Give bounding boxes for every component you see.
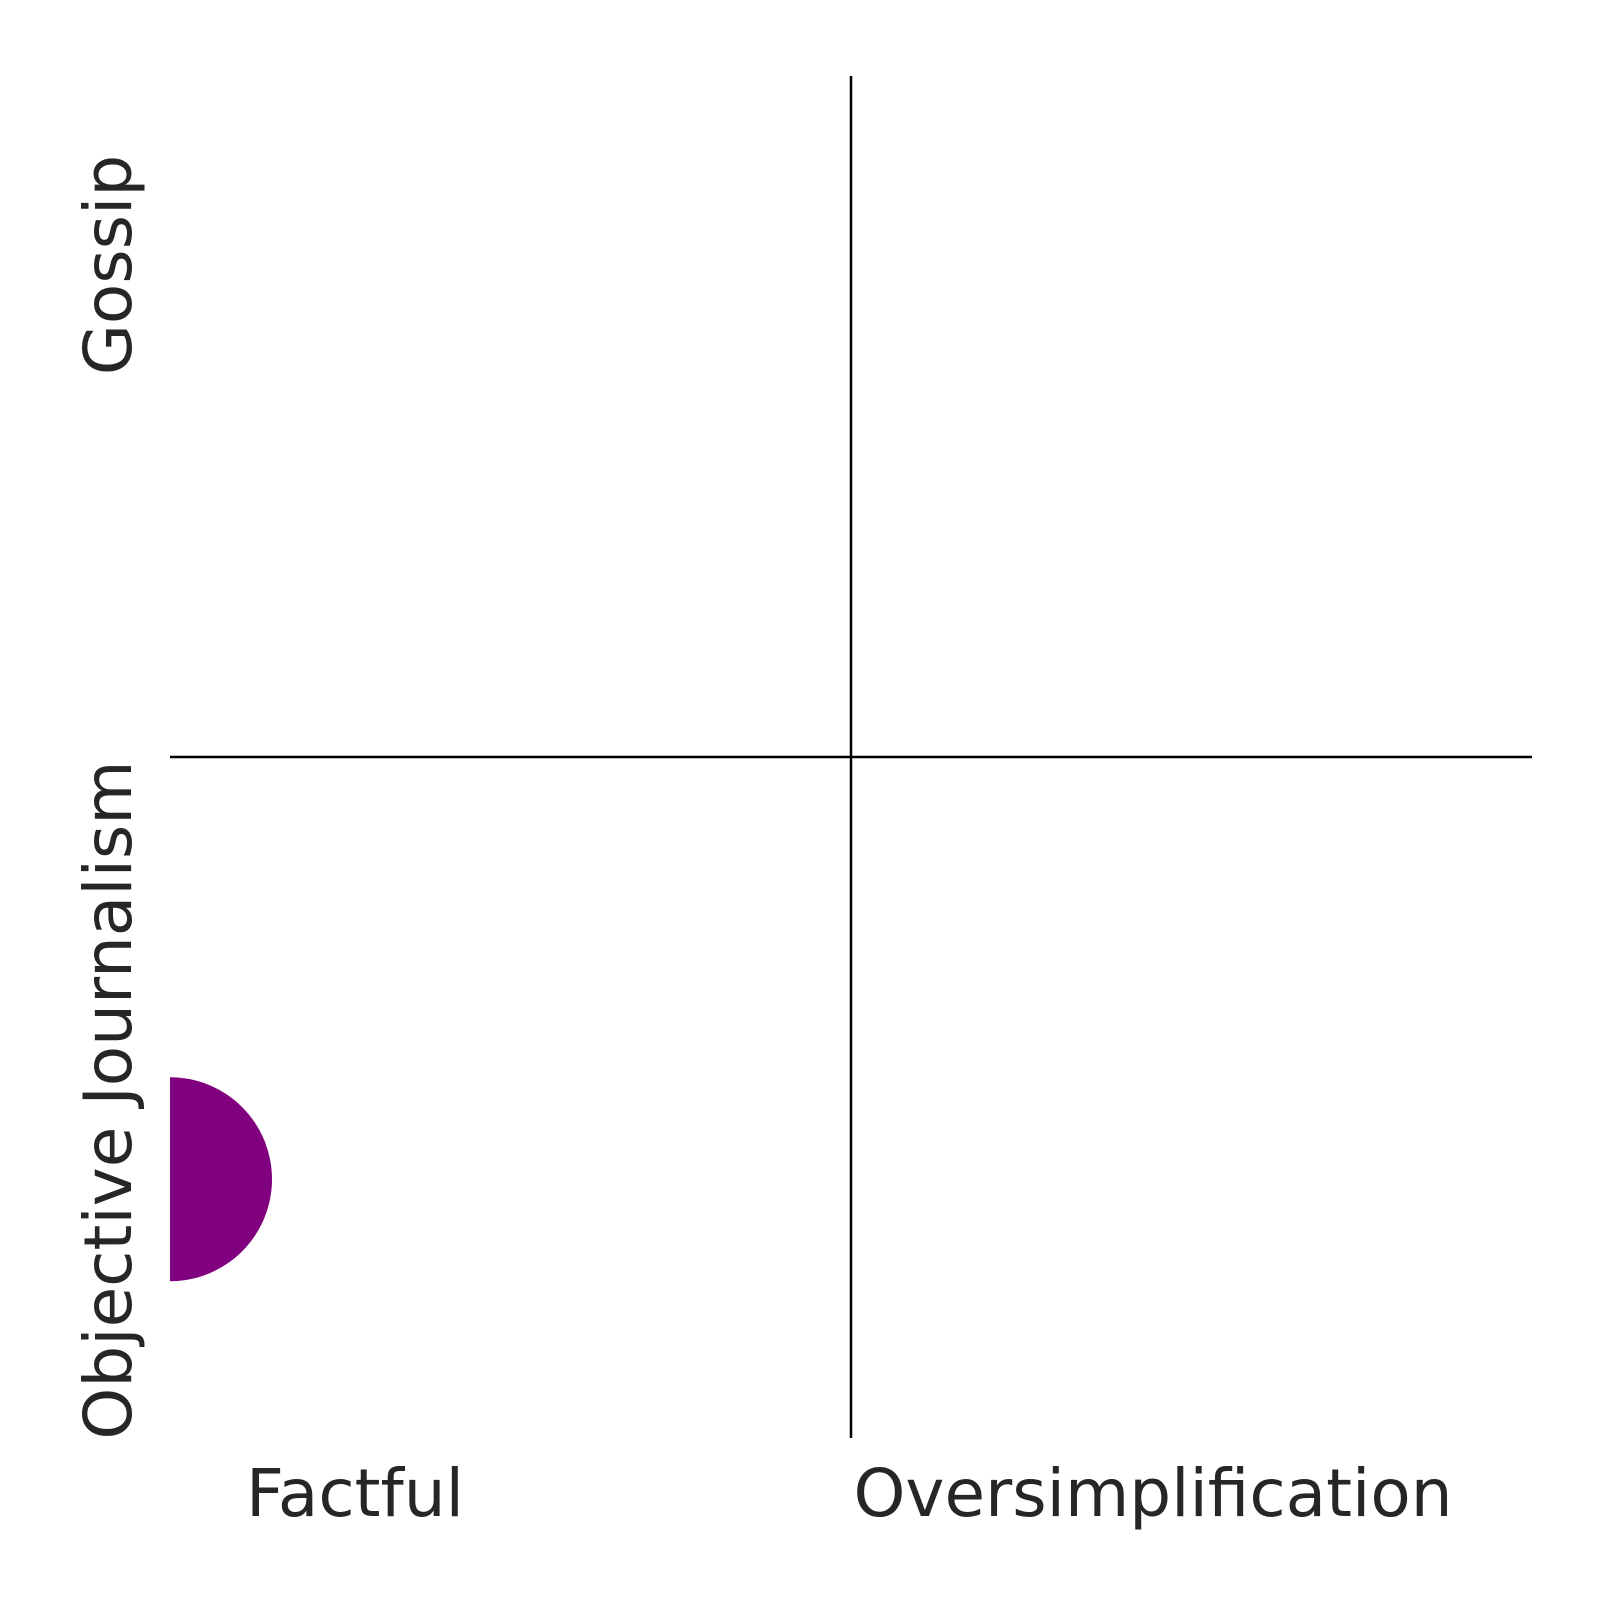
y-axis-low-label: Objective Journalism (70, 760, 147, 1439)
y-axis-high-label: Gossip (70, 155, 147, 376)
x-axis-high-label: Oversimplification (853, 1455, 1452, 1532)
scatter-point-1 (170, 1077, 272, 1282)
x-axis-low-label: Factful (246, 1455, 464, 1532)
scatter-points (170, 1077, 272, 1282)
